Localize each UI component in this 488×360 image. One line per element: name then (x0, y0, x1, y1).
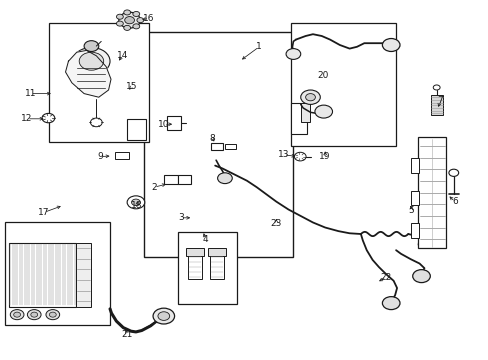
Bar (178, 232, 237, 304)
Circle shape (27, 310, 41, 320)
Bar (290, 103, 306, 134)
Circle shape (124, 17, 134, 24)
Circle shape (42, 113, 55, 123)
Circle shape (158, 312, 169, 320)
Bar (127, 119, 145, 140)
Bar (410, 158, 418, 173)
Circle shape (79, 52, 103, 70)
Text: 21: 21 (121, 330, 133, 338)
Text: 5: 5 (407, 206, 413, 215)
Text: 22: 22 (380, 273, 391, 282)
Circle shape (119, 12, 140, 28)
Text: 7: 7 (436, 96, 442, 105)
Text: 11: 11 (24, 89, 36, 98)
Text: 12: 12 (21, 114, 33, 123)
Bar (163, 175, 177, 184)
Circle shape (123, 25, 130, 30)
Circle shape (153, 308, 174, 324)
Bar (144, 32, 293, 257)
Circle shape (382, 39, 399, 51)
Circle shape (133, 12, 140, 17)
Bar (5, 222, 110, 325)
Text: 18: 18 (131, 201, 142, 210)
Circle shape (14, 312, 20, 317)
Bar (9, 243, 76, 307)
Circle shape (217, 173, 232, 184)
Bar (430, 95, 442, 115)
Text: 6: 6 (451, 197, 457, 206)
Circle shape (133, 24, 140, 29)
Bar (178, 175, 190, 184)
Circle shape (432, 85, 439, 90)
Circle shape (285, 49, 300, 59)
Bar (290, 23, 395, 146)
Circle shape (123, 10, 130, 15)
Bar (167, 116, 181, 130)
Bar (188, 256, 202, 279)
Circle shape (10, 310, 24, 320)
Circle shape (300, 90, 320, 104)
Circle shape (412, 270, 429, 283)
Circle shape (84, 41, 99, 51)
Circle shape (31, 312, 38, 317)
Circle shape (116, 21, 123, 26)
Text: 17: 17 (38, 208, 50, 217)
Bar (76, 243, 91, 307)
Circle shape (90, 118, 102, 127)
Text: 9: 9 (97, 152, 103, 161)
Bar (224, 144, 236, 149)
Text: 3: 3 (178, 213, 183, 222)
Bar (211, 143, 223, 150)
Bar (300, 103, 309, 122)
Text: 19: 19 (319, 152, 330, 161)
Circle shape (131, 199, 140, 206)
Text: 15: 15 (126, 82, 138, 91)
Circle shape (116, 14, 123, 19)
Bar (410, 223, 418, 238)
Bar (210, 256, 224, 279)
Bar (115, 152, 128, 159)
Circle shape (46, 310, 60, 320)
Bar (186, 248, 203, 256)
Text: 20: 20 (316, 71, 328, 80)
Circle shape (137, 18, 143, 23)
Text: 23: 23 (270, 219, 282, 228)
Bar (410, 191, 418, 205)
Circle shape (314, 105, 332, 118)
Text: 14: 14 (116, 51, 128, 60)
Text: 10: 10 (158, 120, 169, 129)
Circle shape (49, 312, 56, 317)
Circle shape (127, 196, 144, 209)
Text: 2: 2 (151, 183, 157, 192)
Text: 16: 16 (143, 14, 155, 23)
Bar (208, 248, 225, 256)
Text: 1: 1 (256, 42, 262, 51)
Circle shape (448, 169, 458, 176)
Circle shape (305, 94, 315, 101)
Bar (49, 23, 149, 142)
Bar (417, 137, 446, 248)
Circle shape (73, 48, 110, 75)
Text: 8: 8 (209, 134, 215, 143)
Text: 13: 13 (277, 150, 289, 159)
Polygon shape (65, 50, 111, 97)
Circle shape (294, 152, 305, 161)
Circle shape (382, 297, 399, 310)
Text: 4: 4 (202, 235, 208, 244)
